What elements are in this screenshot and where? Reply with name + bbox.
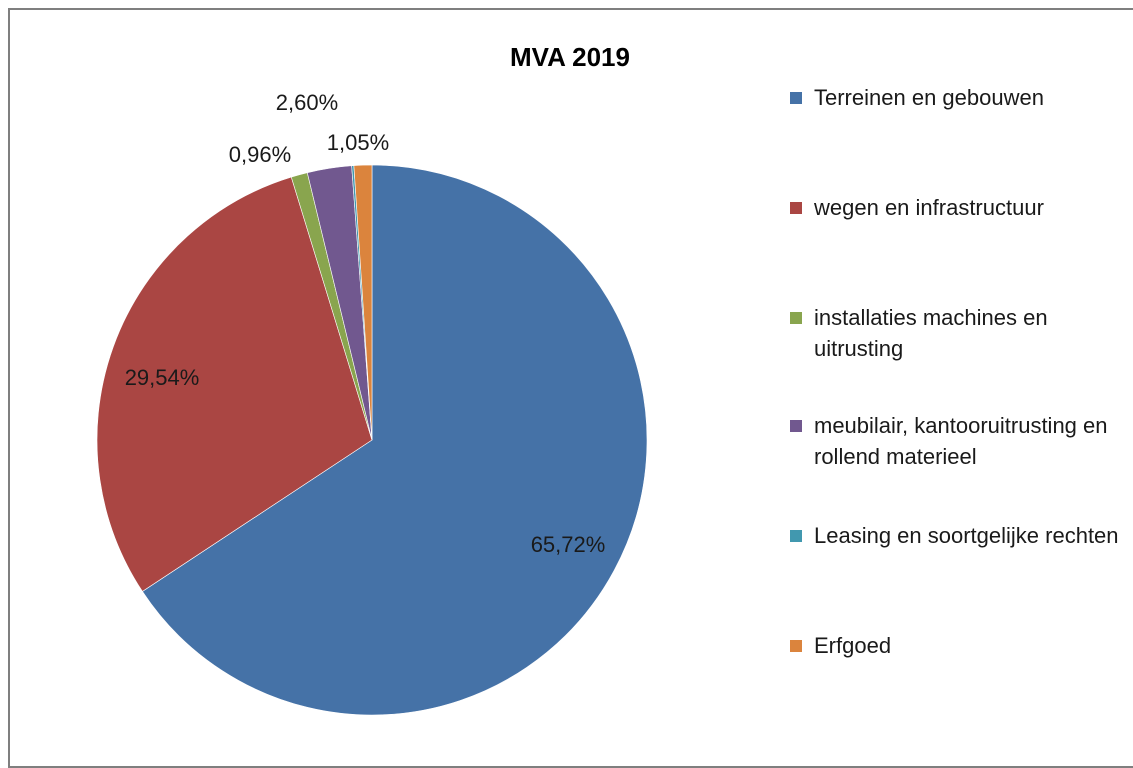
pie-chart: 65,72% 29,54% 0,96% 2,60% 1,05%	[96, 90, 648, 716]
legend-swatch	[790, 640, 802, 652]
legend-item-erfgoed: Erfgoed	[790, 630, 1130, 661]
legend-swatch	[790, 92, 802, 104]
pie-slice	[142, 164, 648, 716]
legend-label: Erfgoed	[814, 633, 892, 658]
legend-swatch	[790, 202, 802, 214]
legend-item-terreinen: Terreinen en gebouwen	[790, 82, 1130, 113]
legend-label: installaties machines en uitrusting	[814, 305, 1048, 361]
legend-swatch	[790, 530, 802, 542]
legend-swatch	[790, 312, 802, 324]
legend-item-wegen: wegen en infrastructuur	[790, 192, 1130, 223]
pie-data-label: 2,60%	[276, 90, 338, 115]
legend-item-leasing: Leasing en soortgelijke rechten	[790, 520, 1130, 551]
pie-slice	[96, 176, 373, 592]
legend-item-meubilair: meubilair, kantooruitrusting en rollend …	[790, 410, 1130, 472]
legend-label: Leasing en soortgelijke rechten	[814, 523, 1119, 548]
pie-data-label: 1,05%	[327, 130, 389, 155]
pie-data-labels: 65,72% 29,54% 0,96% 2,60% 1,05%	[125, 90, 606, 557]
legend-label: meubilair, kantooruitrusting en rollend …	[814, 413, 1108, 469]
chart-title: MVA 2019	[510, 42, 630, 72]
legend-label: wegen en infrastructuur	[814, 195, 1044, 220]
pie-data-label: 65,72%	[531, 532, 606, 557]
pie-slices	[96, 164, 648, 716]
pie-data-label: 29,54%	[125, 365, 200, 390]
legend-label: Terreinen en gebouwen	[814, 85, 1044, 110]
legend-swatch	[790, 420, 802, 432]
pie-data-label: 0,96%	[229, 142, 291, 167]
legend-item-installaties: installaties machines en uitrusting	[790, 302, 1130, 364]
pie-slice	[353, 164, 373, 441]
